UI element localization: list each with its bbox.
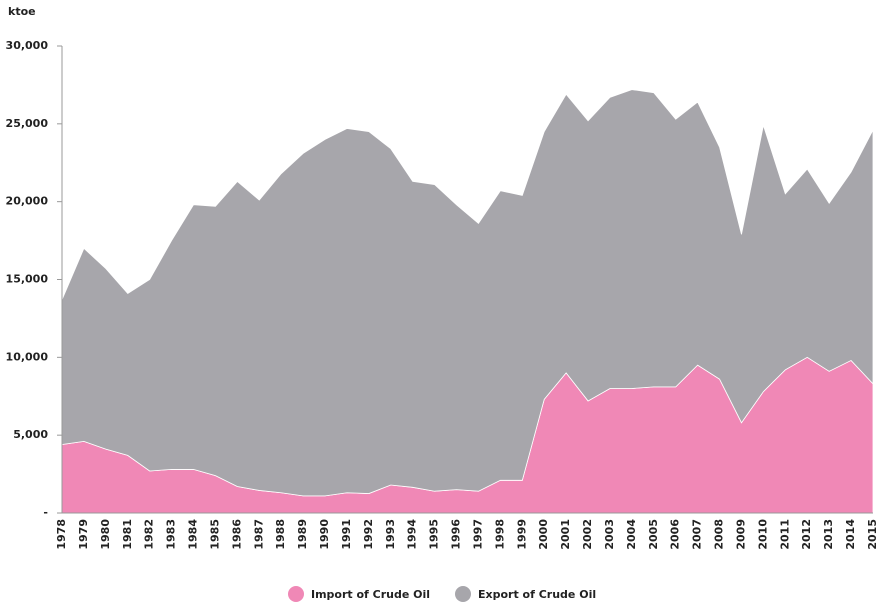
area — [61, 89, 874, 497]
x-tick-label: 2015 — [866, 519, 879, 550]
x-tick-label: 1989 — [296, 519, 309, 550]
x-tick-label: 1978 — [55, 519, 68, 550]
legend-label: Import of Crude Oil — [311, 588, 430, 601]
x-tick-label: 2012 — [800, 519, 813, 550]
x-tick-label: 1984 — [187, 519, 200, 550]
x-tick-label: 1996 — [450, 519, 463, 550]
x-tick-label: 2010 — [756, 519, 769, 550]
x-tick-label: 2003 — [603, 519, 616, 550]
x-tick-label: 1992 — [362, 519, 375, 550]
x-tick-label: 1997 — [471, 519, 484, 550]
x-tick-label: 1982 — [143, 519, 156, 550]
x-tick-label: 1979 — [77, 519, 90, 550]
y-axis-label: ktoe — [8, 5, 36, 18]
x-tick-label: 1986 — [230, 519, 243, 550]
x-tick-label: 1991 — [340, 519, 353, 550]
legend-swatch — [455, 586, 471, 602]
x-tick-label: 1987 — [252, 519, 265, 550]
y-tick-label: 10,000 — [6, 350, 49, 363]
x-tick-label: 1990 — [318, 519, 331, 550]
x-tick-label: 1988 — [274, 519, 287, 550]
x-tick-label: 1985 — [208, 519, 221, 550]
x-tick-label: 2013 — [822, 519, 835, 550]
x-tick-label: 2008 — [713, 519, 726, 550]
y-tick-label: 30,000 — [6, 39, 49, 52]
x-tick-label: 2001 — [559, 519, 572, 550]
y-tick-label: 25,000 — [6, 117, 49, 130]
x-tick-label: 1981 — [121, 519, 134, 550]
x-tick-label: 1999 — [515, 519, 528, 550]
x-tick-label: 1993 — [384, 519, 397, 550]
x-tick-label: 2005 — [647, 519, 660, 550]
x-tick-label: 1994 — [406, 519, 419, 550]
x-tick-label: 2006 — [669, 519, 682, 550]
x-tick-label: 1983 — [165, 519, 178, 550]
y-tick-label: 5,000 — [13, 428, 48, 441]
x-tick-label: 2000 — [537, 519, 550, 550]
x-tick-label: 2011 — [778, 519, 791, 550]
legend-label: Export of Crude Oil — [478, 588, 596, 601]
x-tick-label: 2014 — [844, 519, 857, 550]
y-tick-label: 15,000 — [6, 273, 49, 286]
y-tick-label: 20,000 — [6, 195, 49, 208]
x-tick-label: 1980 — [99, 519, 112, 550]
x-tick-label: 2007 — [691, 519, 704, 550]
legend-swatch — [288, 586, 304, 602]
x-tick-label: 1995 — [428, 519, 441, 550]
x-tick-label: 1998 — [493, 519, 506, 550]
x-tick-label: 2002 — [581, 519, 594, 550]
y-tick-label: - — [43, 506, 48, 519]
x-tick-label: 2004 — [625, 519, 638, 550]
x-tick-label: 2009 — [734, 519, 747, 550]
